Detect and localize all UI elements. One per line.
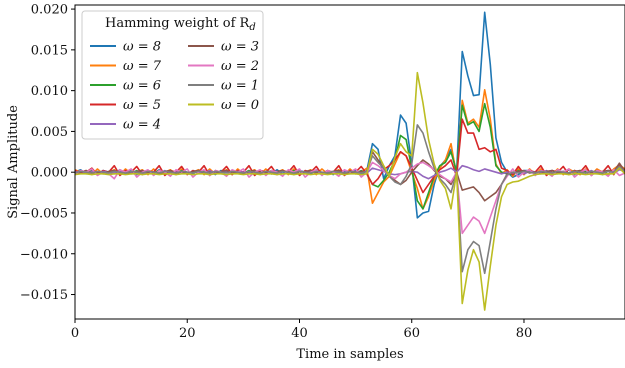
legend-label-0: ω = 8 <box>123 40 161 55</box>
y-tick-label: 0.020 <box>31 3 68 18</box>
series-line-7 <box>74 124 625 275</box>
axes: 0 20 40 60 80 −0.015 −0.010 −0.005 0.000 0.005 0.0… <box>20 3 625 341</box>
x-tick-label: 80 <box>516 326 533 341</box>
series-layer <box>74 11 625 311</box>
legend: Hamming weight of Rd ω = 8ω = 7ω = 6ω = … <box>81 10 264 140</box>
legend-title-subscript: d <box>249 22 255 33</box>
legend-label-2: ω = 6 <box>123 79 161 94</box>
legend-label-1: ω = 7 <box>123 59 162 74</box>
legend-label-4: ω = 4 <box>123 118 161 133</box>
legend-title: Hamming weight of Rd <box>105 16 256 33</box>
legend-label-7: ω = 1 <box>221 79 259 94</box>
legend-label-6: ω = 2 <box>221 59 259 74</box>
series-line-5 <box>74 151 625 202</box>
x-tick-label: 0 <box>71 326 79 341</box>
series-line-8 <box>74 71 625 311</box>
legend-label-8: ω = 0 <box>221 98 259 113</box>
x-tick-label: 40 <box>291 326 308 341</box>
y-tick-label: −0.005 <box>20 206 68 221</box>
legend-entries: ω = 8 ω = 7 ω = 6 ω = 5 ω = 4 ω = 3 ω = 2 ω = 1… <box>90 40 259 133</box>
plot-frame <box>74 4 625 320</box>
y-tick-label: −0.010 <box>20 247 68 262</box>
legend-label-5: ω = 3 <box>221 40 259 55</box>
x-tick-label: 20 <box>179 326 196 341</box>
legend-label-3: ω = 5 <box>123 98 161 113</box>
y-tick-label: 0.010 <box>31 84 68 99</box>
y-tick-label: −0.015 <box>20 288 68 303</box>
legend-frame <box>81 10 264 140</box>
y-axis-label: Signal Amplitude <box>6 105 21 219</box>
x-axis-label: Time in samples <box>296 347 403 362</box>
y-tick-label: 0.005 <box>31 125 68 140</box>
x-tick-label: 60 <box>403 326 420 341</box>
y-tick-label: 0.015 <box>31 43 68 58</box>
y-tick-label: 0.000 <box>31 166 68 181</box>
